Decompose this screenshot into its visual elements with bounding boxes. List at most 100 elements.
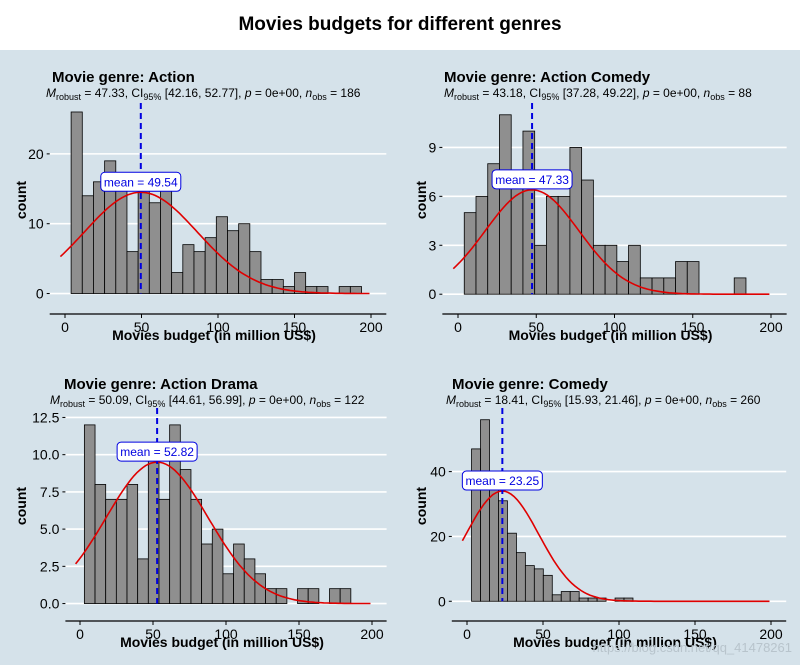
subtitle-part: robust [60,399,86,409]
subtitle-part: n [310,393,317,407]
x-axis-label: Movies budget (in million US$) [509,327,713,343]
y-tick-label: 20 [28,146,44,162]
histogram-bar [158,498,171,604]
histogram-bar [93,181,106,294]
histogram-bar [233,543,245,604]
histogram-bar [222,573,234,604]
histogram-bar [171,272,184,294]
histogram-bar [675,261,688,295]
panel-title: Movie genre: Action Drama [64,376,258,393]
histogram-bar [115,188,128,294]
y-tick-label: 3 [429,237,437,253]
histogram-bar [475,195,489,295]
histogram-bar [211,528,224,604]
chart-panel-2: 0 3 6 9 mean = 47.33 0 50 100 150 200 Movies budge… [413,69,787,343]
y-tick-label: 5.0 [40,521,60,537]
subtitle-part: = 122 [331,393,365,407]
histogram-bar [70,111,83,294]
x-axis-label: Movies budget (in million US$) [513,634,717,650]
histogram-bar [587,597,598,602]
density-curve [452,188,770,296]
subtitle-part: M [46,86,56,100]
subtitle-part: = 18.41, CI [481,393,543,407]
y-tick-label: 2.5 [40,558,60,574]
histogram-bar [349,286,362,294]
subtitle-part: n [306,86,313,100]
x-axis-label: Movies budget (in million US$) [120,634,324,650]
histogram-bar [533,568,544,602]
subtitle-part: 95% [147,399,165,409]
subtitle-part: 95% [143,92,161,102]
subtitle-part: [15.93, 21.46], [561,393,644,407]
mean-label-box [116,441,198,462]
subtitle-part: obs [316,399,331,409]
y-axis-label: count [13,487,29,525]
histogram-bar [182,244,195,294]
y-axis-label: count [13,181,29,219]
panel-title: Movie genre: Comedy [452,376,609,393]
histogram-bar [542,574,553,602]
y-axis-label: count [413,181,429,219]
subtitle-part: obs [712,399,727,409]
subtitle-part: [42.16, 52.77], [161,86,244,100]
histogram-bar [581,179,594,295]
histogram-bar [686,261,700,295]
figure-title: Movies budgets for different genres [238,14,562,35]
subtitle-part: = 0e+00, [252,86,306,100]
x-tick-label: 100 [206,319,230,335]
histogram-bar [339,588,352,604]
x-tick-label: 0 [454,319,462,335]
x-tick-label: 0 [61,319,69,335]
subtitle-part: p [248,393,256,407]
subtitle-part: = 260 [727,393,761,407]
histogram-bar [524,565,535,602]
panel-subtitle: Mrobust = 18.41, CI95% [15.93, 21.46], p… [446,393,761,409]
y-tick-label: 10.0 [32,447,59,463]
subtitle-part: = 47.33, CI [81,86,143,100]
histogram-bar [551,594,562,602]
histogram-bar [227,230,240,294]
histogram-bar [463,212,477,295]
x-tick-label: 150 [681,319,705,335]
subtitle-part: [44.61, 56.99], [165,393,248,407]
histogram-bar [126,251,139,294]
histogram-bar [115,498,128,604]
x-tick-label: 100 [214,626,238,642]
chart-panel-1: 0 10 20 mean = 49.54 0 50 100 150 200 Movies budg… [13,69,387,343]
subtitle-part: robust [456,399,482,409]
mean-label-box [461,470,543,491]
histogram-bar [628,244,641,295]
subtitle-part: obs [710,92,725,102]
y-tick-label: 7.5 [40,484,60,500]
x-tick-label: 200 [759,626,783,642]
histogram-bar [507,532,517,602]
y-tick-label: 0 [429,286,437,302]
histogram-bar [522,130,536,295]
y-axis-label: count [413,487,429,525]
y-tick-label: 0.0 [40,596,60,612]
x-tick-label: 100 [603,319,627,335]
y-tick-label: 40 [430,464,446,480]
histogram-bar [94,484,107,604]
histogram-bar [179,469,192,604]
histogram-bar [148,202,161,294]
subtitle-part: = 0e+00, [650,86,704,100]
subtitle-part: [37.28, 49.22], [559,86,642,100]
mean-label-box [100,171,182,192]
subtitle-part: n [704,86,711,100]
x-axis-label: Movies budget (in million US$) [112,327,316,343]
histogram-bar [569,591,580,602]
subtitle-part: p [642,86,650,100]
mean-label: mean = 49.54 [104,175,178,189]
histogram-bar [733,277,747,295]
subtitle-part: p [244,86,252,100]
panel-title: Movie genre: Action Comedy [444,69,651,86]
x-tick-label: 0 [76,626,84,642]
y-tick-label: 12.5 [32,409,59,425]
x-tick-label: 150 [287,626,311,642]
histogram-bar [238,223,251,294]
panel-subtitle: Mrobust = 47.33, CI95% [42.16, 52.77], p… [46,86,361,102]
mean-label: mean = 47.33 [495,173,569,187]
subtitle-part: M [50,393,60,407]
watermark: https://blog.csdn.net/qq_41478261 [592,640,793,655]
